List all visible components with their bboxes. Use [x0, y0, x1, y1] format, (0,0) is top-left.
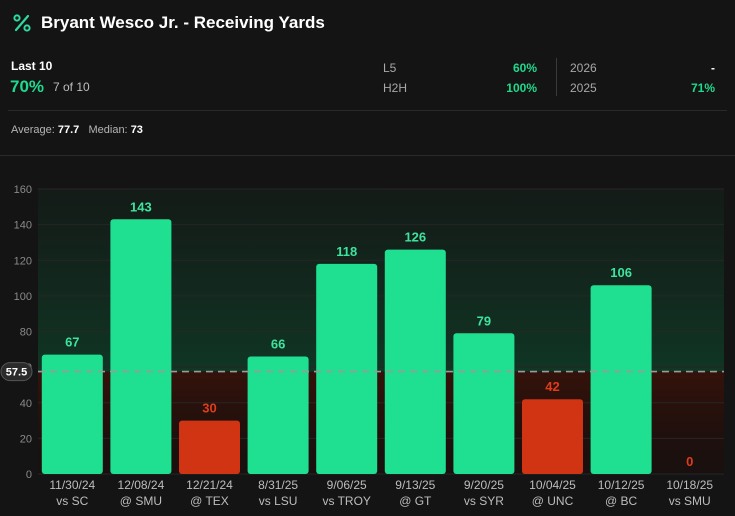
- y-tick-label: 0: [26, 469, 32, 481]
- x-opponent-label: vs SC: [56, 494, 88, 508]
- x-opponent-label: vs SMU: [669, 494, 711, 508]
- bar: [179, 420, 240, 474]
- season-2025-label: 2025: [570, 81, 597, 95]
- x-date-label: 12/21/24: [186, 478, 233, 492]
- bar-value-label: 67: [65, 335, 79, 350]
- l5-value: 60%: [512, 61, 537, 75]
- season-2026-label: 2026: [570, 61, 597, 75]
- x-date-label: 11/30/24: [49, 478, 95, 492]
- x-date-label: 10/18/25: [666, 478, 713, 492]
- median-label: Median:: [88, 124, 128, 136]
- season-2025-value: 71%: [690, 81, 715, 95]
- bar-value-label: 79: [477, 313, 491, 328]
- stats-panel: Last 10 70% 7 of 10 L5 60% H2H 100% 2026…: [0, 48, 735, 110]
- season-2026-value: -: [711, 61, 715, 75]
- bar: [316, 263, 378, 474]
- bar-value-label: 143: [130, 199, 152, 214]
- header: Bryant Wesco Jr. - Receiving Yards: [0, 0, 735, 48]
- stats-divider: [556, 58, 557, 96]
- h2h-value: 100%: [506, 81, 537, 95]
- bar-value-label: 106: [610, 265, 632, 280]
- y-tick-label: 120: [14, 255, 32, 267]
- x-date-label: 12/08/24: [118, 478, 165, 492]
- x-date-label: 10/04/25: [529, 478, 576, 492]
- y-tick-label: 100: [14, 291, 32, 303]
- bar: [110, 219, 172, 474]
- line-value-label: 57.5: [6, 367, 27, 379]
- bar: [41, 354, 103, 474]
- x-date-label: 9/20/25: [464, 478, 504, 492]
- y-tick-label: 160: [14, 184, 32, 196]
- divider: [0, 155, 735, 156]
- x-date-label: 10/12/25: [598, 478, 645, 492]
- divider: [8, 110, 727, 111]
- bar: [522, 399, 583, 474]
- y-tick-label: 40: [20, 398, 32, 410]
- x-opponent-label: @ GT: [399, 494, 432, 508]
- x-opponent-label: vs SYR: [464, 494, 504, 508]
- y-tick-label: 80: [20, 327, 32, 339]
- x-date-label: 8/31/25: [258, 478, 298, 492]
- bar-value-label: 118: [336, 244, 357, 259]
- x-opponent-label: vs TROY: [322, 494, 370, 508]
- bar-value-label: 42: [545, 379, 559, 394]
- receiving-yards-chart: 020406080100120140160 57.5 6711/30/24vs …: [0, 184, 724, 508]
- bar-value-label: 126: [404, 230, 426, 245]
- x-date-label: 9/06/25: [327, 478, 367, 492]
- bar: [453, 333, 515, 474]
- x-date-label: 9/13/25: [395, 478, 435, 492]
- bar-value-label: 66: [271, 336, 285, 351]
- bar-value-label: 0: [686, 454, 693, 469]
- percent-icon: [13, 14, 31, 32]
- bar-value-label: 30: [202, 401, 216, 416]
- x-opponent-label: @ SMU: [120, 494, 162, 508]
- last-hit-count: 7 of 10: [53, 80, 90, 94]
- y-tick-label: 20: [20, 433, 32, 445]
- x-opponent-label: vs LSU: [259, 494, 298, 508]
- x-opponent-label: @ BC: [605, 494, 638, 508]
- summary-line: Average: 77.7 Median: 73: [11, 124, 143, 136]
- h2h-label: H2H: [383, 81, 408, 95]
- x-opponent-label: @ TEX: [190, 494, 229, 508]
- average-label: Average:: [11, 124, 55, 136]
- page-title: Bryant Wesco Jr. - Receiving Yards: [41, 13, 325, 32]
- average-value: 77.7: [57, 124, 80, 136]
- bar: [384, 249, 446, 474]
- last-hit-rate: 70%: [10, 77, 45, 96]
- l5-label: L5: [383, 61, 397, 75]
- median-value: 73: [130, 124, 143, 136]
- bar: [590, 285, 652, 474]
- last-label: Last 10: [11, 59, 53, 73]
- line-value-badge: [0, 362, 33, 382]
- x-opponent-label: @ UNC: [532, 494, 574, 508]
- bar: [247, 356, 309, 474]
- y-tick-label: 140: [14, 220, 32, 232]
